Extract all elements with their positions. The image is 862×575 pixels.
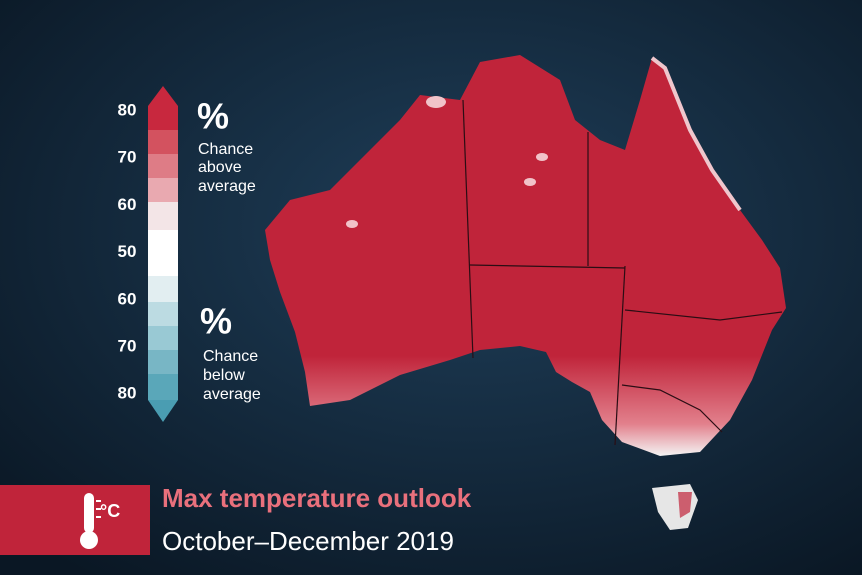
- legend-text: average: [198, 178, 256, 195]
- scale-label: 60: [118, 289, 137, 308]
- scale-step: [148, 350, 178, 374]
- legend-text: above: [198, 159, 242, 176]
- percent-symbol: %: [197, 96, 229, 137]
- scale-label: 60: [118, 195, 137, 214]
- scale-step: [148, 276, 178, 302]
- scale-label: 70: [118, 336, 137, 355]
- unit-label: °C: [100, 501, 120, 521]
- scale-labels: 80 70 60 50 60 70 80: [118, 100, 137, 402]
- pale-spots: [346, 96, 548, 228]
- scale-step: [148, 178, 178, 202]
- east-coast-edge: [650, 56, 742, 212]
- scale-label: 70: [118, 148, 137, 167]
- scale-bottom-arrow: [148, 400, 178, 422]
- scale-top-arrow: [148, 86, 178, 106]
- above-label: % Chance above average: [197, 96, 256, 196]
- state-borders: [462, 99, 783, 446]
- banner: °C Max temperature outlook October–Decem…: [0, 483, 472, 556]
- banner-subtitle: October–December 2019: [162, 526, 454, 556]
- scale-step: [148, 302, 178, 326]
- scale-label: 80: [118, 384, 137, 403]
- scale-step: [148, 326, 178, 350]
- banner-title: Max temperature outlook: [162, 483, 472, 513]
- scale-step: [148, 130, 178, 154]
- australia: [265, 55, 786, 530]
- legend-text: average: [203, 386, 261, 403]
- scale-step: [148, 154, 178, 178]
- banner-block: [0, 485, 150, 555]
- legend-text: Chance: [203, 348, 258, 365]
- tasmania-inner: [678, 492, 692, 518]
- mainland: [265, 55, 786, 456]
- colour-scale: [148, 86, 178, 422]
- scale-step: [148, 230, 178, 276]
- scale-step: [148, 106, 178, 130]
- scale-label: 80: [118, 100, 137, 119]
- percent-symbol: %: [200, 301, 232, 342]
- scale-step: [148, 202, 178, 230]
- legend-text: Chance: [198, 141, 253, 158]
- below-label: % Chance below average: [200, 301, 261, 404]
- legend-text: below: [203, 367, 245, 384]
- scale-step: [148, 374, 178, 400]
- scale-label: 50: [118, 242, 137, 261]
- thermometer-icon: [80, 493, 101, 549]
